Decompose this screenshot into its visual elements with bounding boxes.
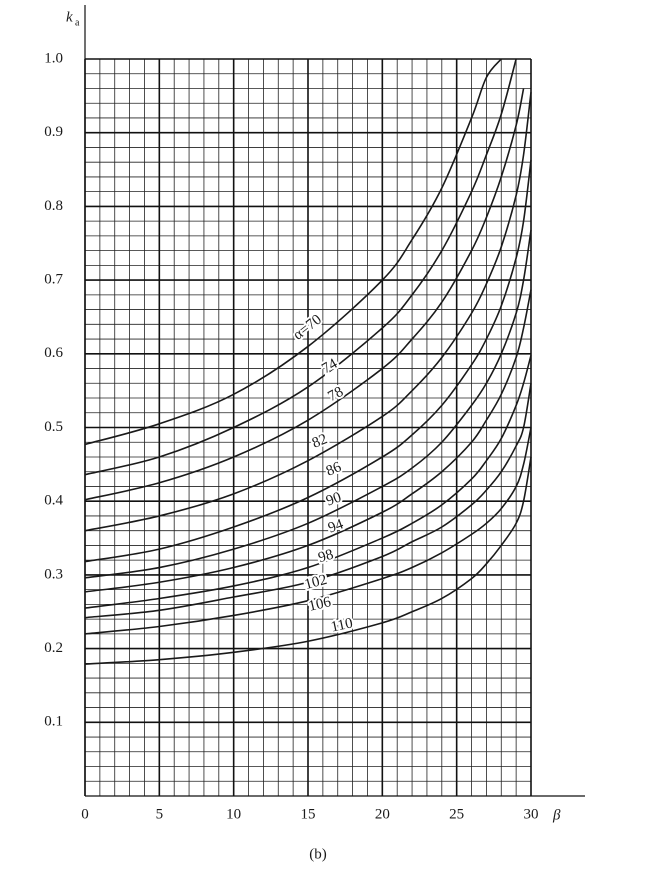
x-tick-label: 15 (301, 806, 316, 822)
x-tick-label: 5 (156, 806, 164, 822)
curve-label: 94 (326, 516, 346, 536)
curves (84, 58, 532, 665)
curve-label: 78 (325, 384, 346, 405)
curve-label: 82 (310, 431, 330, 451)
curve-label: 106 (307, 594, 333, 615)
y-tick-label: 0.4 (44, 493, 63, 509)
grid (84, 5, 585, 797)
curve (84, 229, 532, 579)
x-tick-label: 30 (524, 806, 539, 822)
curve (84, 289, 532, 593)
curve (84, 355, 532, 609)
x-axis-label: β (552, 807, 561, 823)
curve-label: 86 (324, 459, 344, 480)
y-tick-label: 0.7 (44, 272, 63, 288)
y-axis-label: k (66, 9, 73, 25)
x-tick-label: 10 (226, 806, 241, 822)
curve (84, 383, 532, 619)
x-tick-label: 20 (375, 806, 390, 822)
y-tick-label: 0.6 (44, 345, 63, 361)
curve-label: 110 (329, 615, 354, 635)
curve-label: 90 (324, 489, 344, 509)
caption: (b) (309, 846, 327, 862)
y-axis-label-subscript: a (75, 17, 80, 28)
curve (84, 427, 532, 635)
curve (84, 92, 532, 532)
y-tick-label: 0.9 (44, 124, 63, 140)
y-tick-label: 1.0 (44, 50, 63, 66)
curve (84, 58, 502, 446)
curve (84, 58, 517, 476)
curve (84, 88, 525, 501)
curve-label: 98 (316, 547, 335, 567)
curve (84, 159, 532, 563)
x-tick-label: 0 (81, 806, 89, 822)
y-tick-label: 0.5 (44, 419, 63, 435)
y-tick-label: 0.1 (44, 714, 63, 730)
y-tick-label: 0.2 (44, 640, 63, 656)
curve (84, 456, 532, 665)
y-tick-label: 0.3 (44, 566, 63, 582)
x-tick-label: 25 (449, 806, 464, 822)
y-tick-label: 0.8 (44, 198, 63, 214)
